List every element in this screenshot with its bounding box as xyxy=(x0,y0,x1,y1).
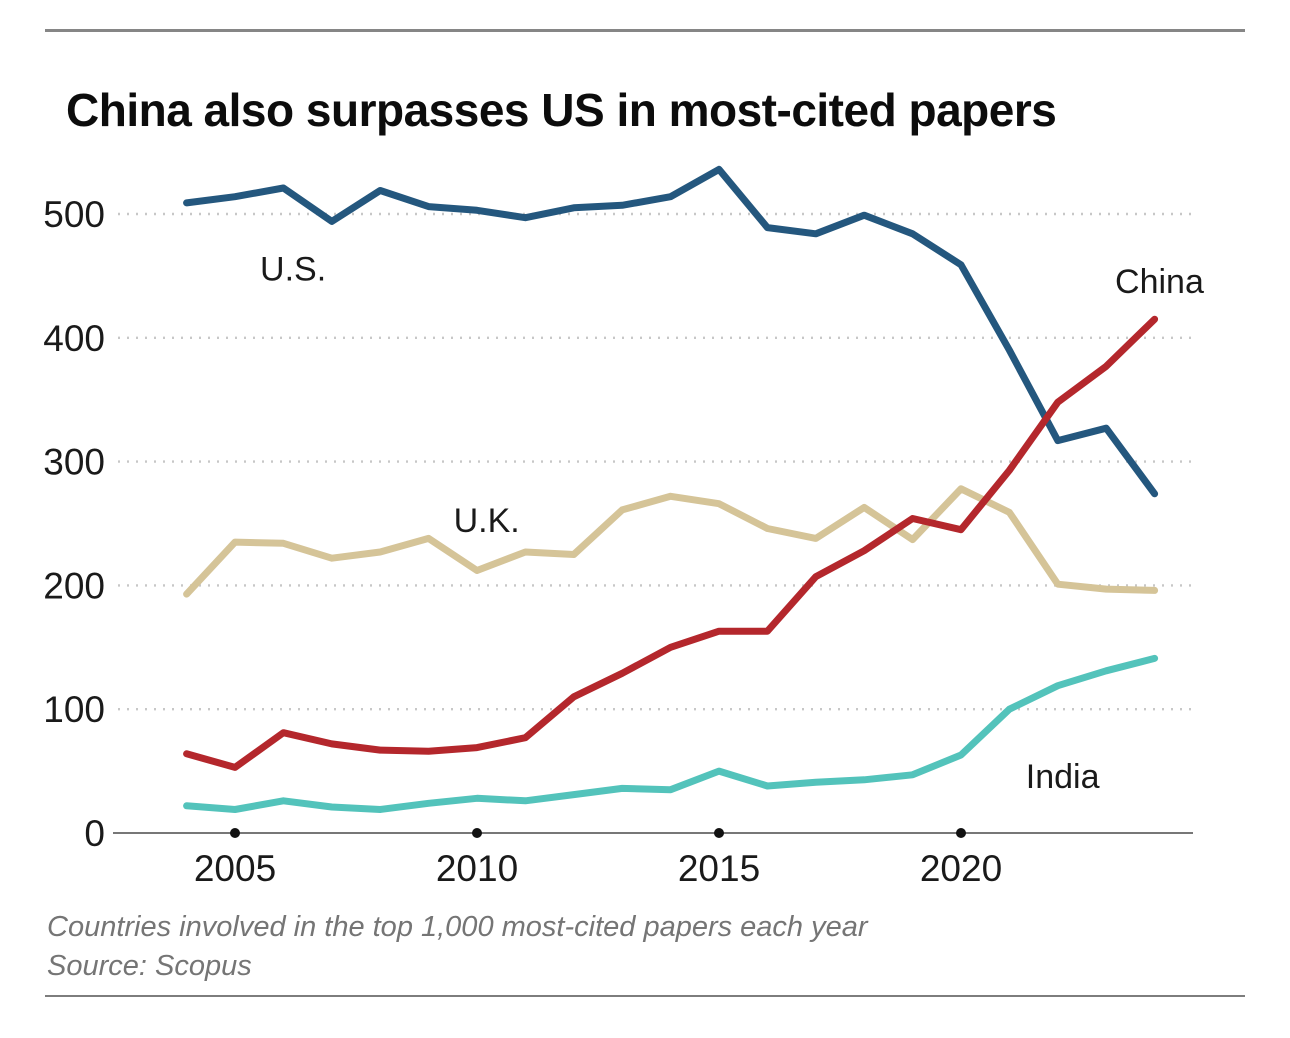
series-label-uk: U.K. xyxy=(454,502,520,540)
y-axis-label: 200 xyxy=(43,565,105,606)
series-line-us xyxy=(183,165,1159,498)
top-divider xyxy=(45,29,1245,32)
bottom-divider xyxy=(45,995,1245,997)
tick-dot xyxy=(714,828,724,838)
chart-caption: Countries involved in the top 1,000 most… xyxy=(47,911,868,943)
series-line-china xyxy=(183,315,1159,771)
y-axis-label: 400 xyxy=(43,318,105,359)
series-label-china: China xyxy=(1115,263,1204,301)
series-line-india xyxy=(183,654,1159,813)
y-axis-label: 300 xyxy=(43,442,105,483)
x-axis-label: 2010 xyxy=(436,848,518,889)
x-axis-label: 2020 xyxy=(920,848,1002,889)
series-line-uk xyxy=(183,485,1159,598)
series-label-india: India xyxy=(1026,758,1100,796)
chart-footer: Countries involved in the top 1,000 most… xyxy=(47,908,868,985)
tick-dot xyxy=(230,828,240,838)
tick-dot xyxy=(472,828,482,838)
y-axis-label: 0 xyxy=(84,813,105,854)
series-label-us: U.S. xyxy=(260,250,326,288)
chart-title: China also surpasses US in most-cited pa… xyxy=(66,83,1057,136)
y-axis-label: 100 xyxy=(43,689,105,730)
x-axis-label: 2005 xyxy=(194,848,276,889)
y-axis-label: 500 xyxy=(43,194,105,235)
tick-dot xyxy=(956,828,966,838)
x-axis-label: 2015 xyxy=(678,848,760,889)
chart-source: Source: Scopus xyxy=(47,949,252,982)
